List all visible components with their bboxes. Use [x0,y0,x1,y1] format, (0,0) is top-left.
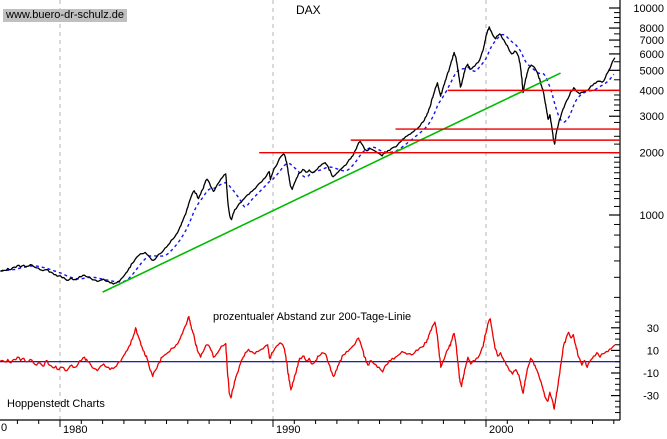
x-axis-year-label: 1980 [63,424,87,436]
trend-line [102,72,561,293]
x-axis-clipped-year-label: 0 [1,422,8,434]
price-axis-label: 4000 [640,85,664,97]
price-axis-label: 6000 [640,49,664,61]
osc-axis-label: -10 [643,368,659,380]
price-axis-label: 2000 [640,148,664,160]
osc-axis-label: 30 [647,323,659,335]
price-axis-label: 3000 [640,111,664,123]
chart-title: DAX [296,3,321,17]
moving-average-line [0,33,615,283]
oscillator-panel-label: prozentualer Abstand zur 200-Tage-Linie [213,311,412,323]
watermark: www.buero-dr-schulz.de [3,9,127,22]
price-axis-label: 10000 [633,3,664,15]
oscillator-line [0,315,616,410]
price-axis-label: 7000 [640,35,664,47]
price-axis-label: 5000 [640,65,664,77]
price-line [0,26,616,285]
x-axis-year-label: 2000 [489,424,513,436]
x-axis-year-label: 1990 [276,424,300,436]
chart-provider-label: Hoppenstedt Charts [7,398,105,410]
osc-axis-label: -30 [643,391,659,403]
price-axis-label: 1000 [640,210,664,222]
price-axis-label: 8000 [640,23,664,35]
osc-axis-label: 10 [647,345,659,357]
